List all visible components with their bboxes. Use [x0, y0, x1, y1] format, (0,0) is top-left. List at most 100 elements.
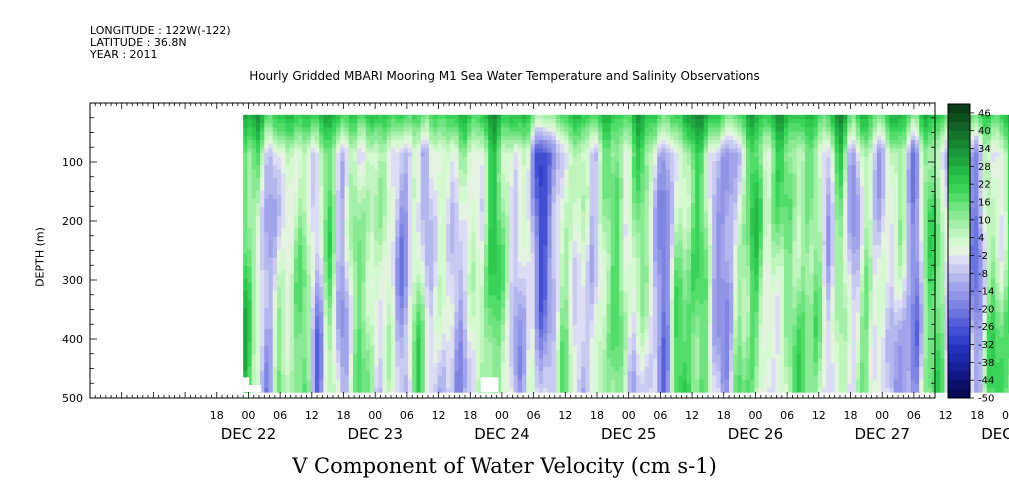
heatmap-cell: [851, 232, 857, 238]
heatmap-cell: [420, 161, 430, 166]
heatmap-cell: [923, 186, 929, 192]
heatmap-cell: [555, 207, 561, 213]
heatmap-cell: [682, 148, 688, 154]
heatmap-cell: [255, 190, 261, 196]
heatmap-cell: [813, 140, 819, 145]
heatmap-cell: [386, 152, 392, 158]
heatmap-cell: [340, 148, 346, 154]
heatmap-cell: [860, 127, 870, 133]
heatmap-cell: [906, 194, 912, 200]
heatmap-cell: [644, 198, 650, 204]
heatmap-cell: [365, 211, 371, 217]
heatmap-cell: [589, 123, 599, 128]
heatmap-cell: [353, 240, 358, 246]
heatmap-cell: [462, 131, 468, 137]
heatmap-cell: [652, 186, 658, 192]
heatmap-cell: [910, 165, 916, 171]
heatmap-cell: [923, 203, 929, 208]
heatmap-cell: [669, 198, 675, 204]
heatmap-cell: [699, 177, 705, 183]
heatmap-cell: [792, 186, 798, 192]
heatmap-cell: [483, 119, 489, 124]
heatmap-cell: [568, 232, 574, 238]
heatmap-cell: [927, 236, 933, 242]
heatmap-cell: [686, 135, 692, 141]
heatmap-cell: [412, 190, 417, 196]
heatmap-cell: [631, 169, 637, 175]
heatmap-cell: [602, 148, 612, 154]
heatmap-cell: [682, 156, 688, 162]
heatmap-cell: [775, 224, 781, 229]
heatmap-cell: [644, 123, 650, 128]
heatmap-cell: [800, 186, 806, 192]
heatmap-cell: [568, 173, 586, 179]
heatmap-cell: [889, 148, 903, 154]
heatmap-cell: [940, 190, 946, 196]
heatmap-cell: [737, 228, 743, 234]
heatmap-cell: [678, 123, 684, 128]
heatmap-cell: [876, 224, 882, 229]
heatmap-cell: [885, 219, 895, 225]
heatmap-cell: [509, 215, 515, 221]
heatmap-cell: [272, 194, 282, 200]
heatmap-cell: [783, 144, 789, 150]
heatmap-cell: [610, 148, 620, 154]
heatmap-cell: [509, 123, 519, 128]
heatmap-cell: [999, 190, 1005, 196]
heatmap-cell: [522, 215, 527, 221]
heatmap-cell: [264, 236, 270, 242]
heatmap-cell: [678, 190, 688, 196]
heatmap-cell: [631, 161, 637, 166]
heatmap-cell: [758, 215, 764, 221]
heatmap-cell: [492, 182, 498, 187]
heatmap-cell: [382, 194, 388, 200]
heatmap-cell: [382, 219, 388, 225]
heatmap-cell: [936, 169, 941, 175]
heatmap-cell: [564, 156, 570, 162]
heatmap-cell: [581, 198, 586, 204]
heatmap-cell: [969, 165, 975, 171]
heatmap-cell: [348, 127, 358, 133]
heatmap-cell: [361, 186, 379, 192]
heatmap-cell: [885, 119, 891, 124]
heatmap-cell: [724, 203, 730, 208]
heatmap-cell: [754, 119, 760, 124]
heatmap-cell: [429, 190, 439, 196]
heatmap-cell: [243, 156, 248, 162]
heatmap-cell: [572, 140, 578, 145]
heatmap-cell: [450, 207, 455, 213]
heatmap-cell: [914, 161, 920, 166]
heatmap-cell: [433, 236, 439, 242]
heatmap-cell: [598, 224, 603, 229]
heatmap-cell: [412, 123, 422, 128]
heatmap-cell: [602, 156, 612, 162]
heatmap-cell: [458, 127, 464, 133]
heatmap-cell: [674, 114, 684, 120]
heatmap-cell: [467, 114, 472, 120]
heatmap-cell: [374, 198, 379, 204]
heatmap-cell: [644, 219, 650, 225]
heatmap-cell: [695, 224, 701, 229]
heatmap-cell: [851, 135, 857, 141]
heatmap-cell: [931, 119, 941, 124]
heatmap-cell: [572, 232, 582, 238]
heatmap-cell: [412, 203, 417, 208]
heatmap-cell: [581, 211, 586, 217]
heatmap-cell: [458, 173, 468, 179]
heatmap-cell: [940, 177, 946, 183]
heatmap-cell: [936, 207, 941, 213]
heatmap-cell: [855, 215, 861, 221]
heatmap-cell: [775, 114, 785, 120]
heatmap-cell: [522, 207, 527, 213]
heatmap-cell: [978, 169, 984, 175]
heatmap-cell: [830, 165, 836, 171]
heatmap-cell: [885, 190, 895, 196]
heatmap-cell: [538, 236, 548, 242]
heatmap-cell: [416, 152, 422, 158]
heatmap-cell: [838, 152, 844, 158]
heatmap-cell: [986, 190, 992, 196]
heatmap-cell: [674, 156, 679, 162]
heatmap-cell: [805, 114, 815, 120]
heatmap-cell: [340, 165, 346, 171]
heatmap-cell: [919, 165, 924, 171]
